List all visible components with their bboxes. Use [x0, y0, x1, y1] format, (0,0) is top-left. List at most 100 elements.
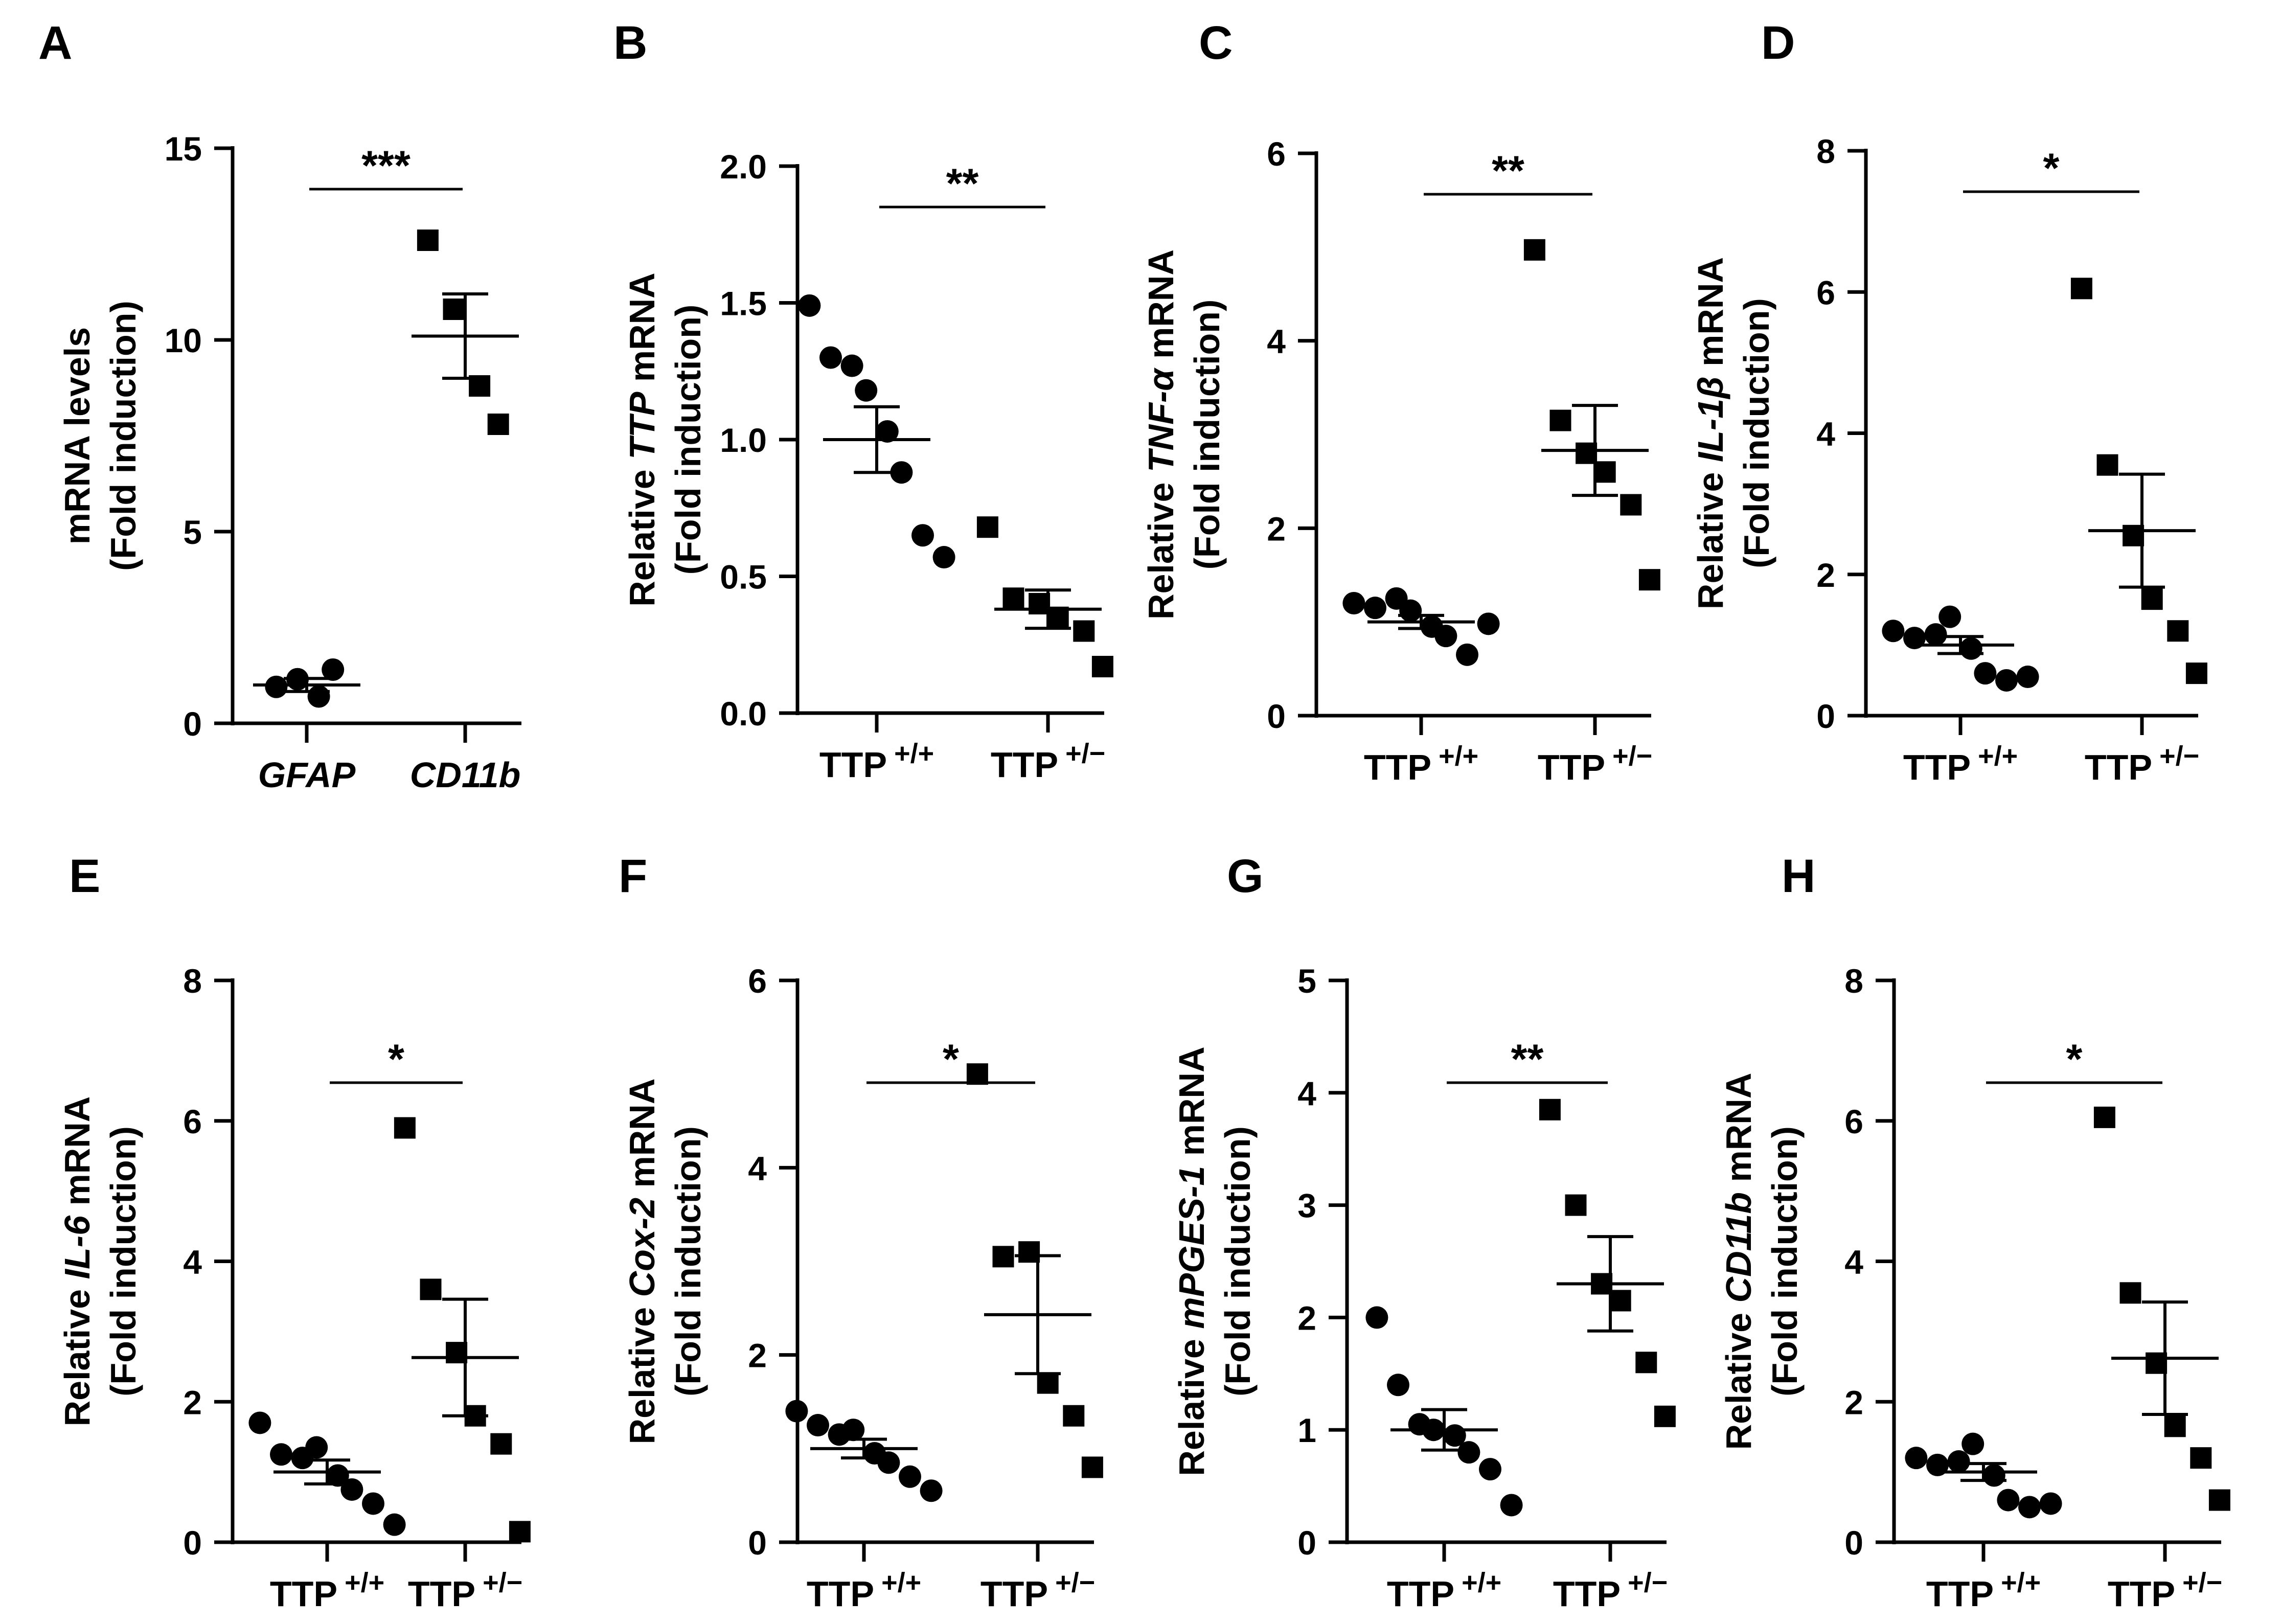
- x-tick-label: TTP +/−: [1538, 741, 1652, 787]
- data-point: [2093, 1106, 2115, 1128]
- data-point: [509, 1521, 531, 1543]
- data-point: [1549, 409, 1571, 431]
- x-tick-label: TTP +/−: [2085, 741, 2199, 787]
- x-tick-label-genotype: +/+: [1978, 741, 2018, 771]
- data-point: [1982, 1464, 2005, 1487]
- panel-g: G 0 1 2 3 4 5 Relative mPGES-1 mRNA(Fold induct…: [1172, 850, 1676, 1614]
- data-point: [1654, 1405, 1676, 1427]
- data-point: [966, 1063, 988, 1085]
- y-tick-label: 5: [1297, 962, 1316, 1000]
- panel-label: C: [1199, 17, 1233, 69]
- data-point: [1609, 1290, 1631, 1312]
- y-tick-label: 10: [165, 322, 202, 359]
- panel-label: F: [619, 850, 647, 902]
- data-point: [1947, 1450, 1970, 1473]
- x-tick-label: TTP +/+: [807, 1567, 921, 1614]
- y-axis-label-run: Relative: [57, 1279, 97, 1426]
- y-tick-label: 2.0: [720, 148, 767, 186]
- x-tick-label-text: CD11b: [410, 755, 521, 795]
- data-point: [1073, 620, 1095, 642]
- y-tick-label: 6: [748, 962, 767, 1000]
- data-point: [2141, 588, 2163, 610]
- y-tick-label: 2: [1816, 556, 1835, 594]
- significance-stars: **: [1492, 148, 1524, 194]
- data-point: [265, 675, 288, 698]
- data-point: [1924, 623, 1947, 646]
- data-point: [976, 516, 998, 538]
- data-point: [1523, 239, 1545, 261]
- data-point: [326, 1464, 349, 1487]
- y-axis-label-run: (Fold induction): [668, 305, 708, 575]
- data-point: [920, 1479, 943, 1502]
- y-axis-label-run: (Fold induction): [1218, 1126, 1258, 1397]
- panel-label: B: [613, 17, 647, 69]
- data-point: [1539, 1099, 1561, 1120]
- x-tick-label-text: TTP: [1926, 1574, 1994, 1614]
- data-point: [1081, 1456, 1103, 1478]
- y-axis-label-run: IL-6: [57, 1215, 97, 1279]
- y-tick-label: 8: [1816, 132, 1835, 170]
- y-tick-label: 0.5: [720, 558, 767, 596]
- data-point: [855, 379, 878, 402]
- x-tick-label: GFAP: [258, 755, 356, 795]
- data-point: [2190, 1447, 2212, 1469]
- y-axis-label: Relative TTP mRNA: [622, 272, 662, 607]
- significance-stars: *: [2043, 145, 2060, 192]
- data-point: [2018, 1496, 2041, 1519]
- significance-stars: *: [388, 1036, 404, 1083]
- x-tick-label: TTP +/−: [2108, 1567, 2222, 1614]
- y-tick-label: 2: [1844, 1383, 1863, 1421]
- x-tick-label: TTP +/+: [819, 738, 934, 785]
- data-point: [1479, 1458, 1501, 1481]
- data-point: [1620, 494, 1642, 516]
- x-tick-label: TTP +/+: [1903, 741, 2018, 787]
- y-axis-label-run: mRNA: [1141, 249, 1181, 369]
- data-point: [443, 299, 465, 320]
- data-point: [1997, 1489, 2020, 1512]
- y-tick-label: 2: [183, 1383, 202, 1421]
- data-point: [1938, 605, 1961, 628]
- y-tick-label: 4: [748, 1149, 767, 1187]
- x-tick-label: TTP +/−: [408, 1567, 522, 1614]
- data-point: [417, 230, 439, 251]
- data-point: [2208, 1489, 2230, 1511]
- data-point: [1905, 1447, 1928, 1470]
- y-tick-label: 4: [1297, 1074, 1316, 1112]
- x-tick-label-text: GFAP: [258, 755, 356, 795]
- y-axis-label: mRNA levels: [57, 327, 97, 544]
- y-axis-label: (Fold induction): [668, 305, 708, 575]
- data-point: [1635, 1352, 1657, 1374]
- y-tick-label: 1: [1297, 1411, 1316, 1449]
- data-point: [2167, 620, 2189, 642]
- y-axis-label-run: Relative: [622, 1297, 662, 1444]
- panel-label: D: [1761, 17, 1795, 69]
- y-axis-label-run: IL-1β: [1691, 376, 1730, 462]
- y-axis-label-run: (Fold induction): [668, 1126, 708, 1397]
- data-point: [383, 1513, 406, 1536]
- data-point: [798, 294, 821, 317]
- x-tick-label-genotype: +/+: [1439, 741, 1478, 771]
- data-point: [890, 461, 913, 484]
- significance-stars: ***: [361, 143, 410, 189]
- y-tick-label: 0: [748, 1524, 767, 1562]
- y-tick-label: 8: [1844, 962, 1863, 1000]
- y-axis-label: (Fold induction): [1765, 1126, 1805, 1397]
- y-axis-label-run: mRNA: [1172, 1046, 1212, 1165]
- data-point: [248, 1411, 271, 1434]
- y-axis-label: Relative mPGES-1 mRNA: [1172, 1046, 1212, 1476]
- y-axis-label: Relative IL-1β mRNA: [1691, 257, 1730, 609]
- data-point: [2096, 454, 2118, 476]
- x-tick-label: TTP +/+: [1364, 741, 1478, 787]
- x-tick-label-genotype: +/+: [1462, 1567, 1501, 1598]
- panel-d: D 0 2 4 6 8 Relative IL-1β mRNA (Fold induction…: [1691, 17, 2207, 787]
- data-point: [270, 1443, 292, 1466]
- y-tick-label: 6: [1844, 1103, 1863, 1140]
- data-point: [1477, 612, 1500, 635]
- y-tick-label: 4: [183, 1243, 202, 1281]
- data-point: [1002, 587, 1024, 609]
- y-tick-label: 3: [1297, 1187, 1316, 1225]
- y-axis-label-run: Cox-2: [622, 1198, 662, 1297]
- data-point: [807, 1414, 829, 1437]
- y-tick-label: 2: [1267, 510, 1286, 547]
- x-tick-label-genotype: +/−: [1628, 1567, 1668, 1598]
